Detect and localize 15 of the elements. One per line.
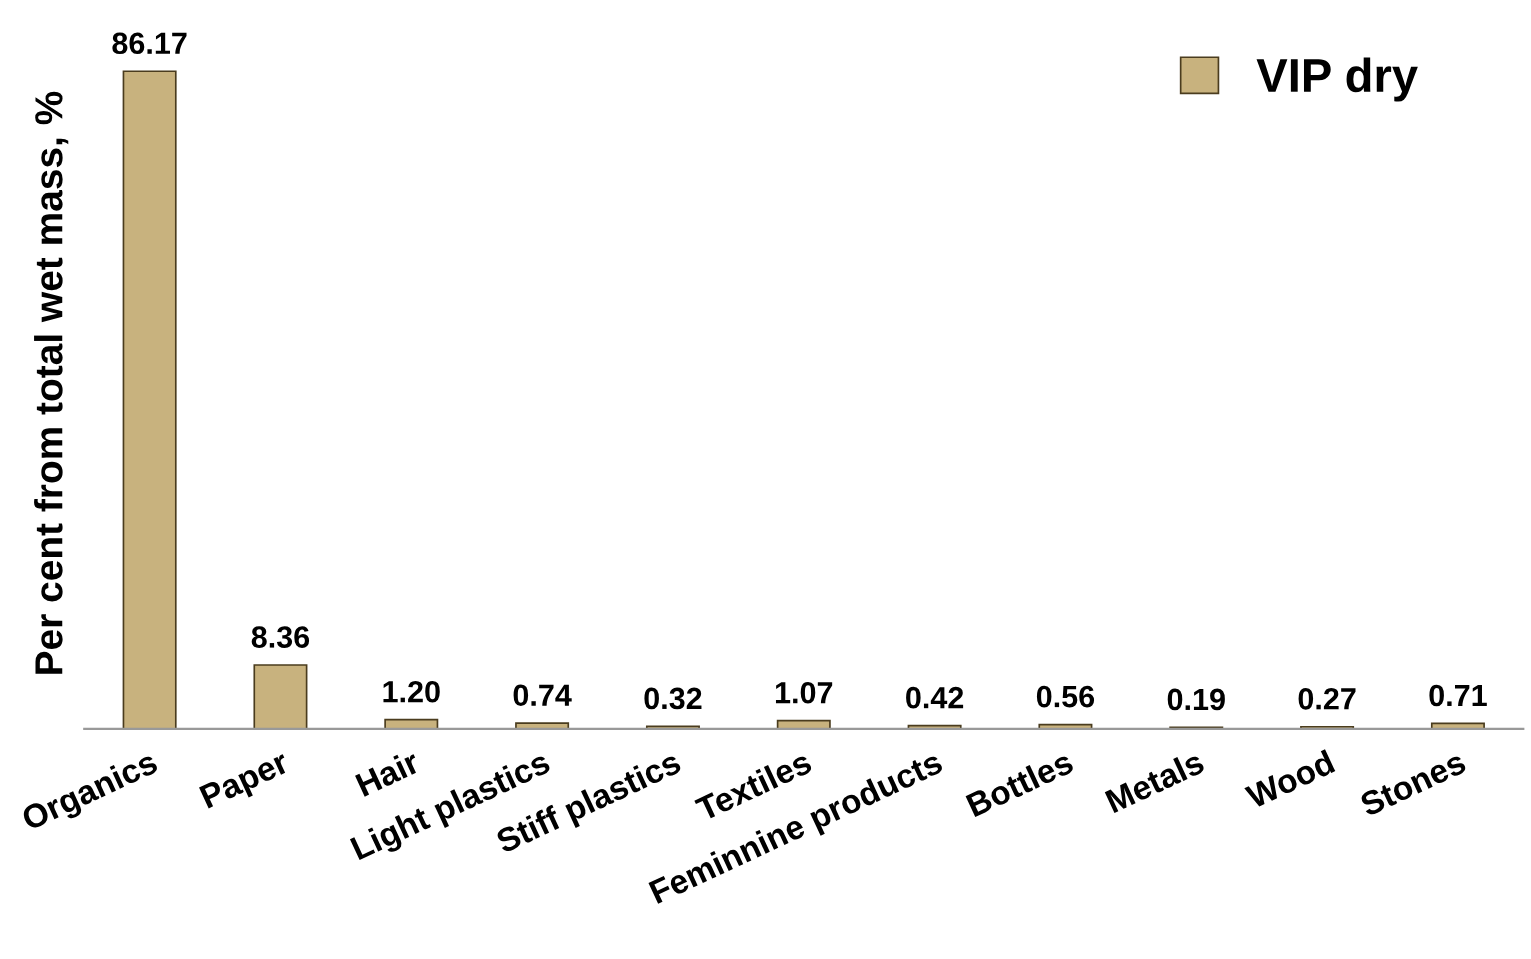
data-label: 0.42 [906,686,964,709]
data-label: 0.74 [513,684,572,707]
y-axis-title: Per cent from total wet mass, % [34,91,69,674]
x-tick-label: Paper [199,749,294,815]
x-tick-label: Hair [354,748,422,797]
data-label: 0.32 [644,687,702,710]
data-label: 1.20 [383,680,440,703]
data-label: 0.56 [1036,685,1095,708]
data-label: 8.36 [251,626,310,648]
data-label: 1.07 [775,681,833,704]
data-label: 0.27 [1298,687,1356,710]
data-label: 0.71 [1429,684,1487,707]
data-label: 0.19 [1167,688,1225,711]
legend-label: VIP dry [1256,57,1418,102]
data-label: 86.17 [112,32,187,55]
